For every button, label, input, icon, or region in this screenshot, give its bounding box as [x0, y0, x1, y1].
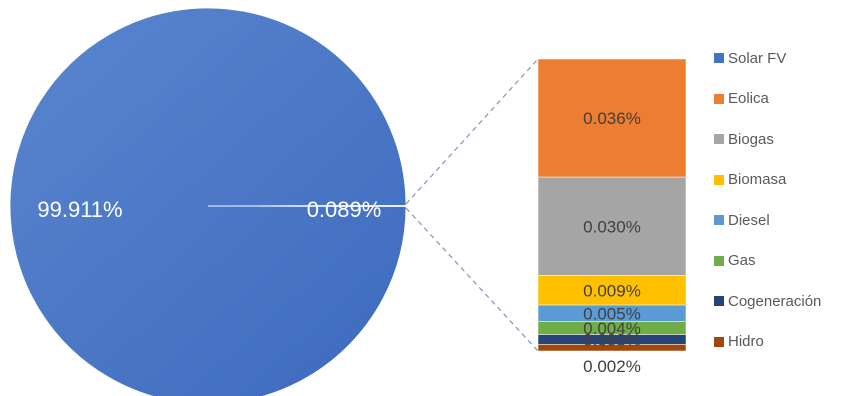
legend-swatch	[714, 296, 724, 306]
pie-label-main: 99.911%	[37, 197, 122, 222]
pie-slice-main	[9, 7, 407, 396]
bar-label-eolica: 0.036%	[583, 109, 641, 128]
legend-swatch	[714, 215, 724, 225]
legend-label: Eolica	[728, 90, 769, 107]
connector-top	[405, 58, 539, 205]
legend-item: Solar FV	[714, 48, 786, 68]
bar-label-biomasa: 0.009%	[583, 281, 641, 300]
legend-item: Cogeneración	[714, 291, 821, 311]
bar-segment-hidro	[537, 344, 687, 352]
legend-swatch	[714, 174, 724, 185]
pie-group	[9, 7, 407, 396]
legend-item: Eolica	[714, 89, 769, 109]
legend-label: Cogeneración	[728, 292, 822, 310]
legend-item: Gas	[714, 251, 756, 271]
connector-lines	[405, 58, 539, 352]
legend-swatch	[714, 134, 724, 144]
pie-slice-other	[207, 205, 407, 207]
bar-segment-biomasa	[537, 275, 687, 306]
bar-label-biogas: 0.030%	[583, 217, 641, 236]
bar-label-gas: 0.004%	[583, 319, 641, 338]
bar-label-hidro: 0.002%	[583, 357, 641, 376]
legend-swatch	[714, 336, 724, 347]
legend-label: Biomasa	[728, 171, 787, 188]
legend-label: Gas	[728, 252, 756, 269]
connector-bottom	[405, 207, 539, 352]
legend-item: Hidro	[714, 332, 764, 352]
legend-label: Biogas	[728, 130, 774, 148]
legend-swatch	[714, 93, 724, 104]
legend-item: Diesel	[714, 210, 770, 230]
legend-item: Biogas	[714, 129, 774, 149]
legend-swatch	[714, 53, 724, 63]
legend-label: Diesel	[728, 211, 770, 229]
legend-item: Biomasa	[714, 170, 786, 190]
legend-label: Hidro	[728, 333, 764, 350]
bar-segment-eolica	[537, 58, 687, 178]
legend-label: Solar FV	[728, 49, 787, 67]
pie-label-other: 0.089%	[307, 197, 382, 222]
data-labels: 99.911% 0.089%0.036%0.030%0.009%0.005%0.0…	[37, 109, 640, 376]
legend-swatch	[714, 255, 724, 266]
bar-label-diesel: 0.005%	[583, 304, 641, 323]
bar-label-cogeneraci-n: 0.003%	[583, 331, 641, 350]
stacked-bar-group	[537, 58, 687, 352]
